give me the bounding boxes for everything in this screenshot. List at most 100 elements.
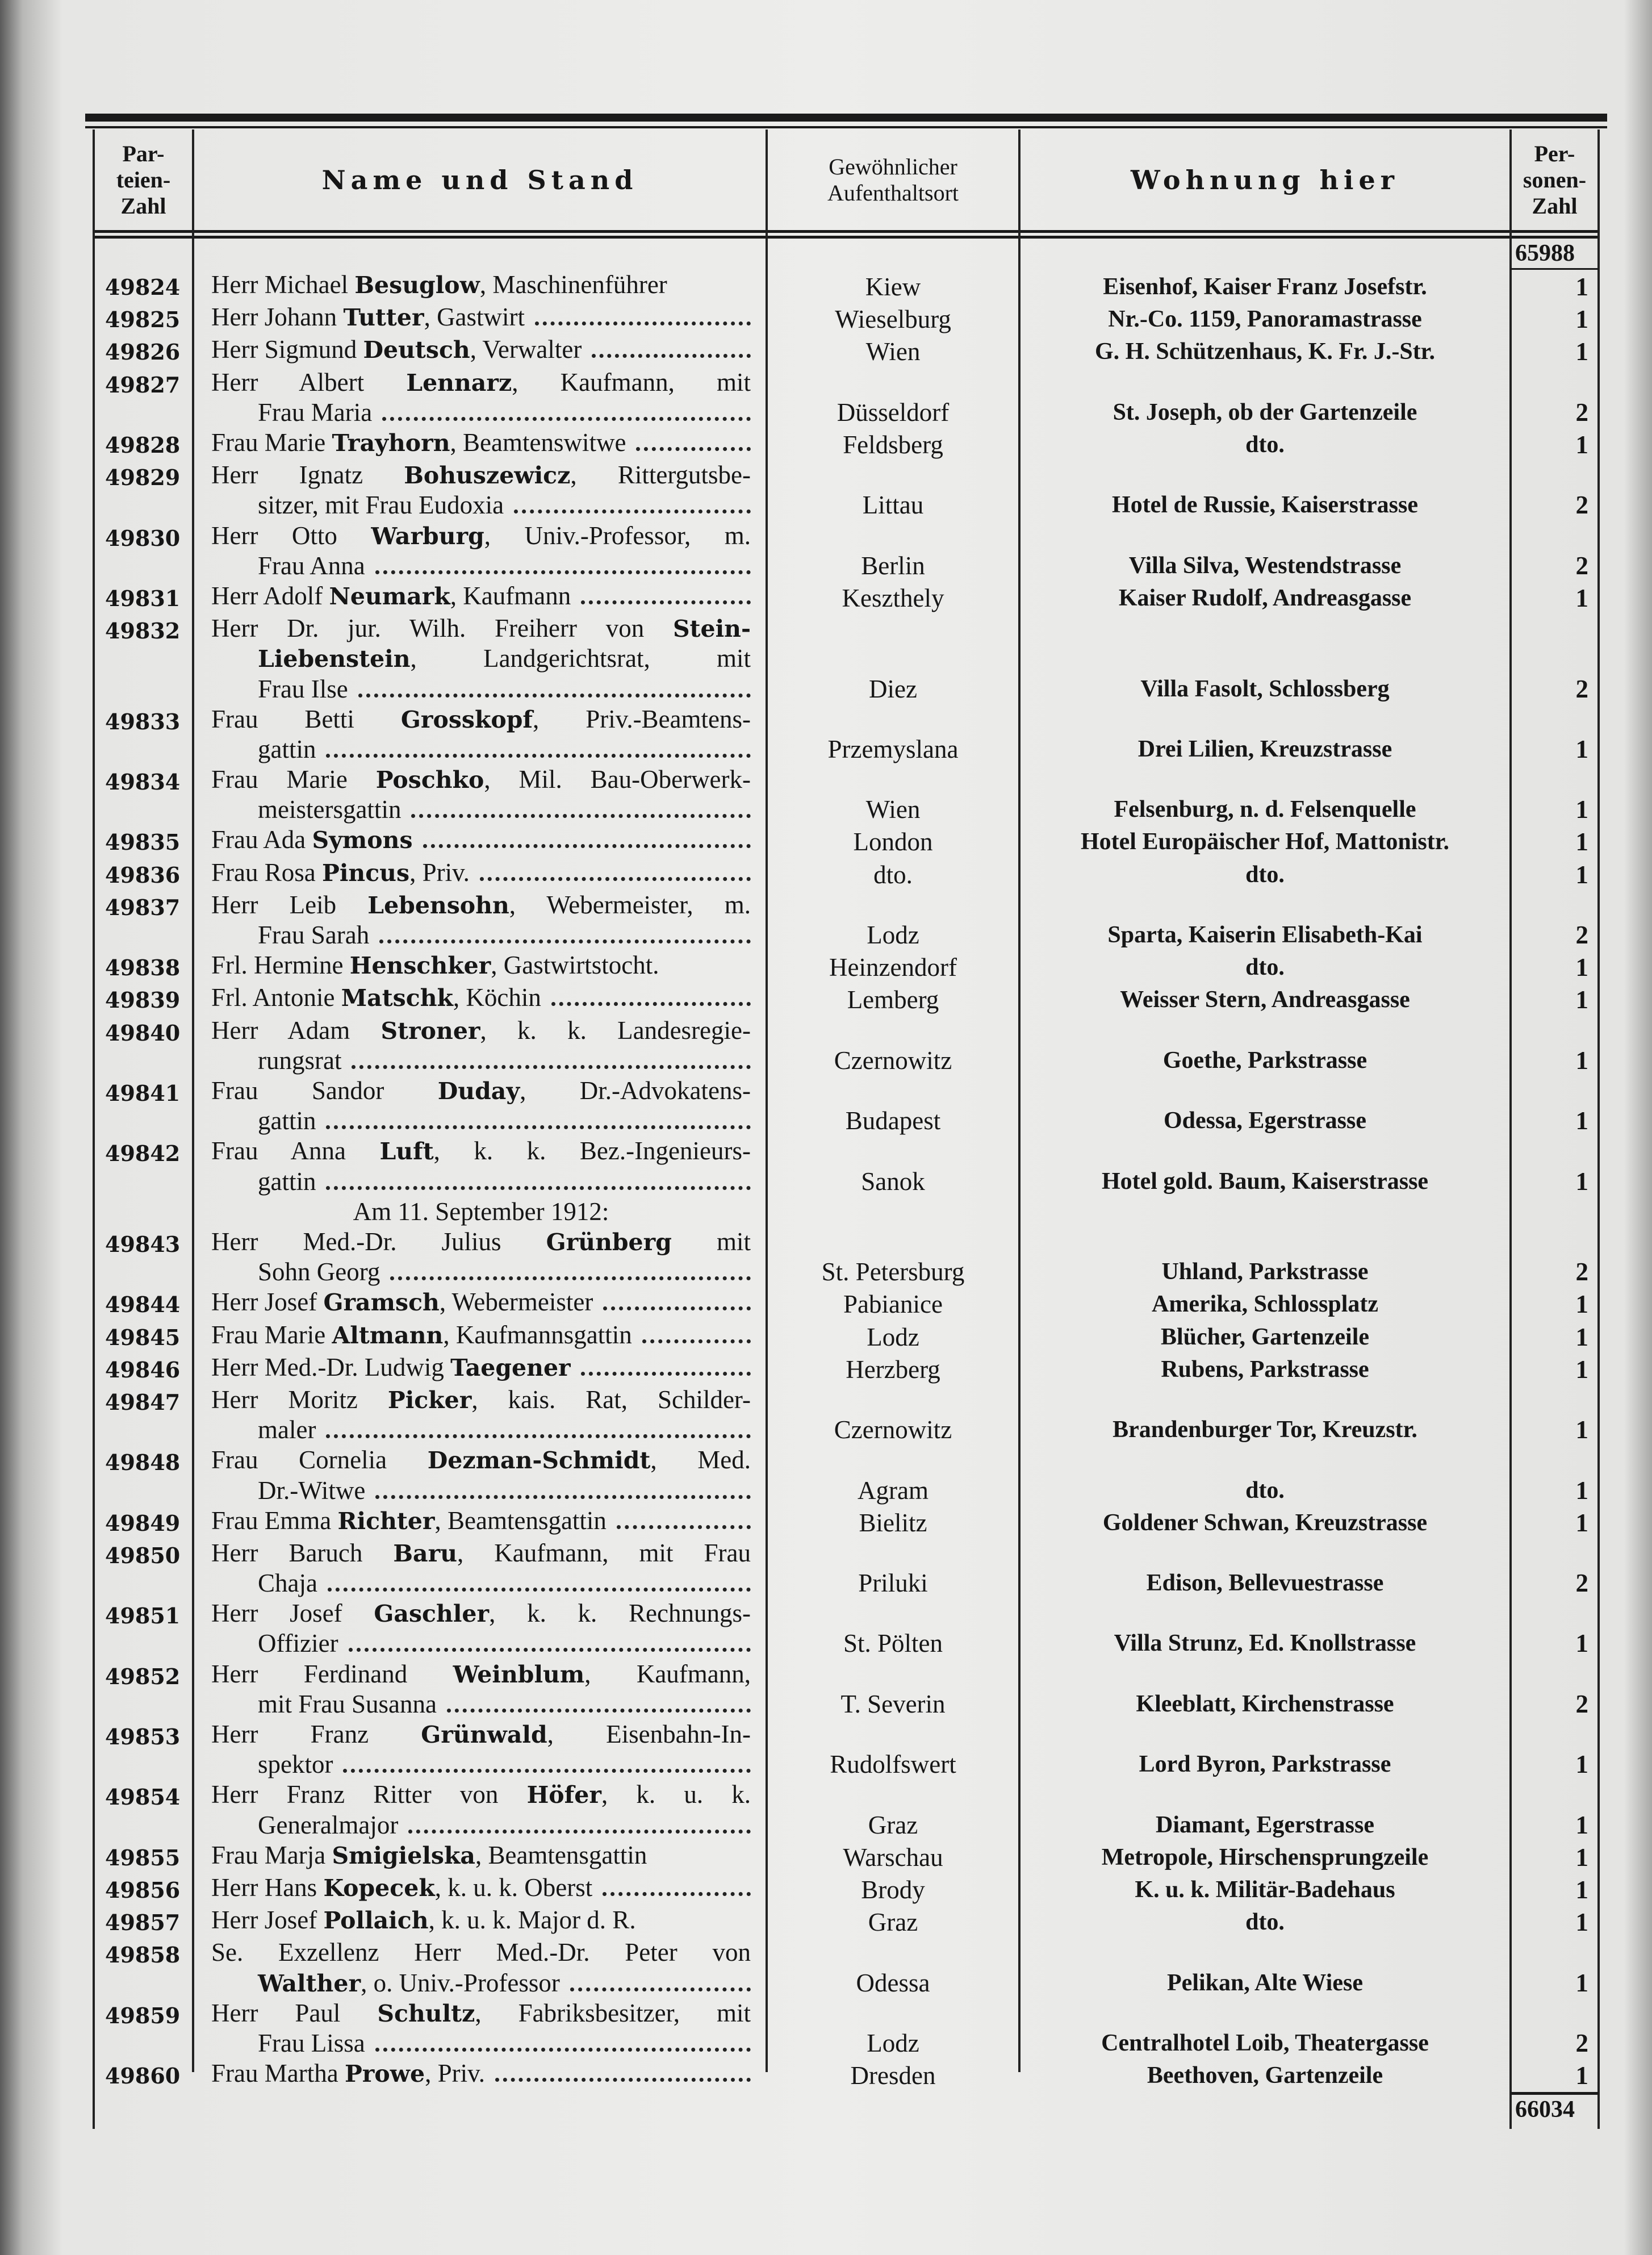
usual-residence: Przemyslana [827, 734, 959, 763]
header-rule-2 [94, 236, 1599, 239]
party-number: 49835 [105, 829, 181, 855]
table-row: 49842 Frau Anna Luft, k. k. Bez.-Ingenieu… [94, 1136, 1599, 1196]
surname: Grosskopf [400, 705, 533, 733]
party-number: 49852 [105, 1663, 181, 1689]
table-row: 49829 Herr Ignatz Bohuszewicz, Ritterguts… [94, 460, 1599, 520]
name-line-text: Herr Otto Warburg, Univ.-Professor, m. [211, 521, 751, 550]
dot-leader [423, 844, 751, 849]
dot-leader [326, 1185, 751, 1190]
name-and-status: Frau Martha Prowe, Priv. [193, 2058, 767, 2091]
name-and-status: Frau Sandor Duday, Dr.-Advokatens-gattin [193, 1076, 767, 1136]
name-text: , Webermeister [439, 1288, 593, 1317]
surname: Besuglow [354, 272, 480, 299]
name-line: Herr Sigmund Deutsch, Verwalter [211, 335, 751, 365]
name-and-status: Herr Josef Gramsch, Webermeister [193, 1287, 767, 1319]
surname: Schultz [377, 1999, 475, 2027]
name-line-text: Herr Adolf Neumark, Kaufmann [211, 581, 571, 612]
name-text: mit [671, 1227, 751, 1256]
surname: Symons [312, 826, 413, 854]
name-and-status: Herr Leib Lebensohn, Webermeister, m. Fra… [193, 890, 767, 950]
name-and-status: Herr Adolf Neumark, Kaufmann [193, 581, 767, 613]
table-row: 49830 Herr Otto Warburg, Univ.-Professor,… [94, 521, 1599, 581]
surname: Grünwald [421, 1721, 547, 1749]
table-row: 49852 Herr Ferdinand Weinblum, Kaufmann, m… [94, 1659, 1599, 1719]
name-line: Frau Marie Altmann, Kaufmannsgattin [211, 1320, 751, 1350]
name-text: Herr Albert [211, 368, 407, 396]
person-count: 1 [1575, 1106, 1589, 1135]
name-line-text: Herr Ignatz Bohuszewicz, Rittergutsbe- [211, 461, 751, 489]
name-text: , Fabriksbesitzer, mit [475, 1998, 751, 2027]
person-count: 2 [1575, 491, 1589, 520]
name-line: Generalmajor [211, 1810, 751, 1840]
name-and-status: Herr Adam Stroner, k. k. Landesregie-run… [193, 1016, 767, 1076]
name-line: Herr Med.-Dr. Julius Grünberg mit [211, 1227, 751, 1257]
local-lodging: Sparta, Kaiserin Elisabeth-Kai [1107, 922, 1423, 949]
party-number: 49846 [105, 1356, 181, 1383]
name-line: Frau Sandor Duday, Dr.-Advokatens- [211, 1076, 751, 1106]
name-text: , Kaufmannsgattin [443, 1320, 632, 1349]
name-line-text: Herr Hans Kopecek, k. u. k. Oberst [211, 1873, 592, 1903]
name-text: Herr Paul [211, 1998, 378, 2027]
sum-rule [1511, 2092, 1599, 2095]
name-line-text: Frau Marie Trayhorn, Beamtenswitwe [211, 428, 626, 458]
name-text: , Beamtensgattin [434, 1506, 607, 1535]
party-number: 49848 [105, 1450, 181, 1476]
name-line: Frau Maria [211, 398, 751, 428]
name-line: Frau Marja Smigielska, Beamtensgattin [211, 1840, 751, 1870]
local-lodging: Felsenburg, n. d. Felsenquelle [1114, 796, 1416, 823]
name-line-text: maler [258, 1415, 316, 1445]
name-and-status: Herr Josef Pollaich, k. u. k. Major d. R… [193, 1905, 767, 1937]
name-line: Herr Josef Gaschler, k. k. Rechnungs- [211, 1598, 751, 1628]
name-text: Frau Anna [258, 551, 365, 580]
name-line-text: Chaja [258, 1568, 317, 1598]
usual-residence: Wieselburg [835, 305, 951, 334]
name-text: , k. k. Landesregie- [480, 1016, 751, 1045]
name-text: Herr Moritz [211, 1385, 388, 1414]
name-text: Frau Marie [211, 428, 332, 457]
party-number: 49859 [105, 2002, 181, 2028]
name-line: Frl. Hermine Henschker, Gastwirtstocht. [211, 950, 751, 980]
name-text: Offizier [258, 1629, 338, 1658]
name-text: Frau Marja [211, 1840, 332, 1869]
person-count: 1 [1575, 305, 1589, 334]
table-row: 49841 Frau Sandor Duday, Dr.-Advokatens-g… [94, 1076, 1599, 1136]
usual-residence: London [853, 828, 933, 857]
table-row: 49834 Frau Marie Poschko, Mil. Bau-Oberwe… [94, 765, 1599, 825]
surname: Warburg [371, 522, 484, 550]
name-text: Frau Sandor [211, 1076, 438, 1105]
name-text: Herr Josef [211, 1599, 374, 1628]
name-text: , Kaufmann, mit Frau [457, 1538, 751, 1567]
surname: Kopecek [323, 1874, 435, 1902]
name-line-text: gattin [258, 1106, 316, 1136]
dot-leader [348, 1648, 751, 1652]
name-line-text: Frau Anna Luft, k. k. Bez.-Ingenieurs- [211, 1137, 751, 1165]
name-line-text: Frau Lissa [258, 2028, 365, 2058]
dot-leader [581, 600, 751, 604]
party-number: 49839 [105, 987, 181, 1013]
name-line: Herr Josef Pollaich, k. u. k. Major d. R… [211, 1905, 751, 1935]
name-text: Herr Hans [211, 1873, 324, 1902]
usual-residence: Odessa [856, 1968, 930, 1997]
name-text: , Gastwirt [424, 303, 525, 332]
surname: Walther [258, 1969, 361, 1997]
name-line-text: Frau Ada Symons [211, 825, 413, 855]
header-local-lodging: Wohnung hier [1131, 164, 1399, 195]
name-line: Herr Albert Lennarz, Kaufmann, mit [211, 368, 751, 398]
local-lodging: Villa Silva, Westendstrasse [1128, 552, 1402, 579]
name-text: Frau Ilse [258, 674, 348, 703]
name-text: , k. k. Rechnungs- [489, 1599, 751, 1628]
surname: Trayhorn [332, 429, 450, 457]
usual-residence: Heinzendorf [829, 953, 957, 982]
name-text: Herr Baruch [211, 1538, 394, 1567]
name-line-text: Herr Sigmund Deutsch, Verwalter [211, 335, 582, 365]
person-count: 1 [1575, 1810, 1589, 1839]
name-text: , Landgerichtsrat, mit [410, 644, 751, 673]
name-line: Herr Baruch Baru, Kaufmann, mit Frau [211, 1538, 751, 1568]
name-line-text: Herr Josef Gaschler, k. k. Rechnungs- [211, 1599, 751, 1627]
usual-residence: Düsseldorf [837, 398, 950, 427]
surname: Poschko [375, 766, 484, 794]
name-text: , k. u. k. Oberst [434, 1873, 593, 1902]
name-line: Herr Ignatz Bohuszewicz, Rittergutsbe- [211, 460, 751, 490]
local-lodging: dto. [1245, 1477, 1285, 1504]
party-number: 49837 [105, 894, 181, 920]
